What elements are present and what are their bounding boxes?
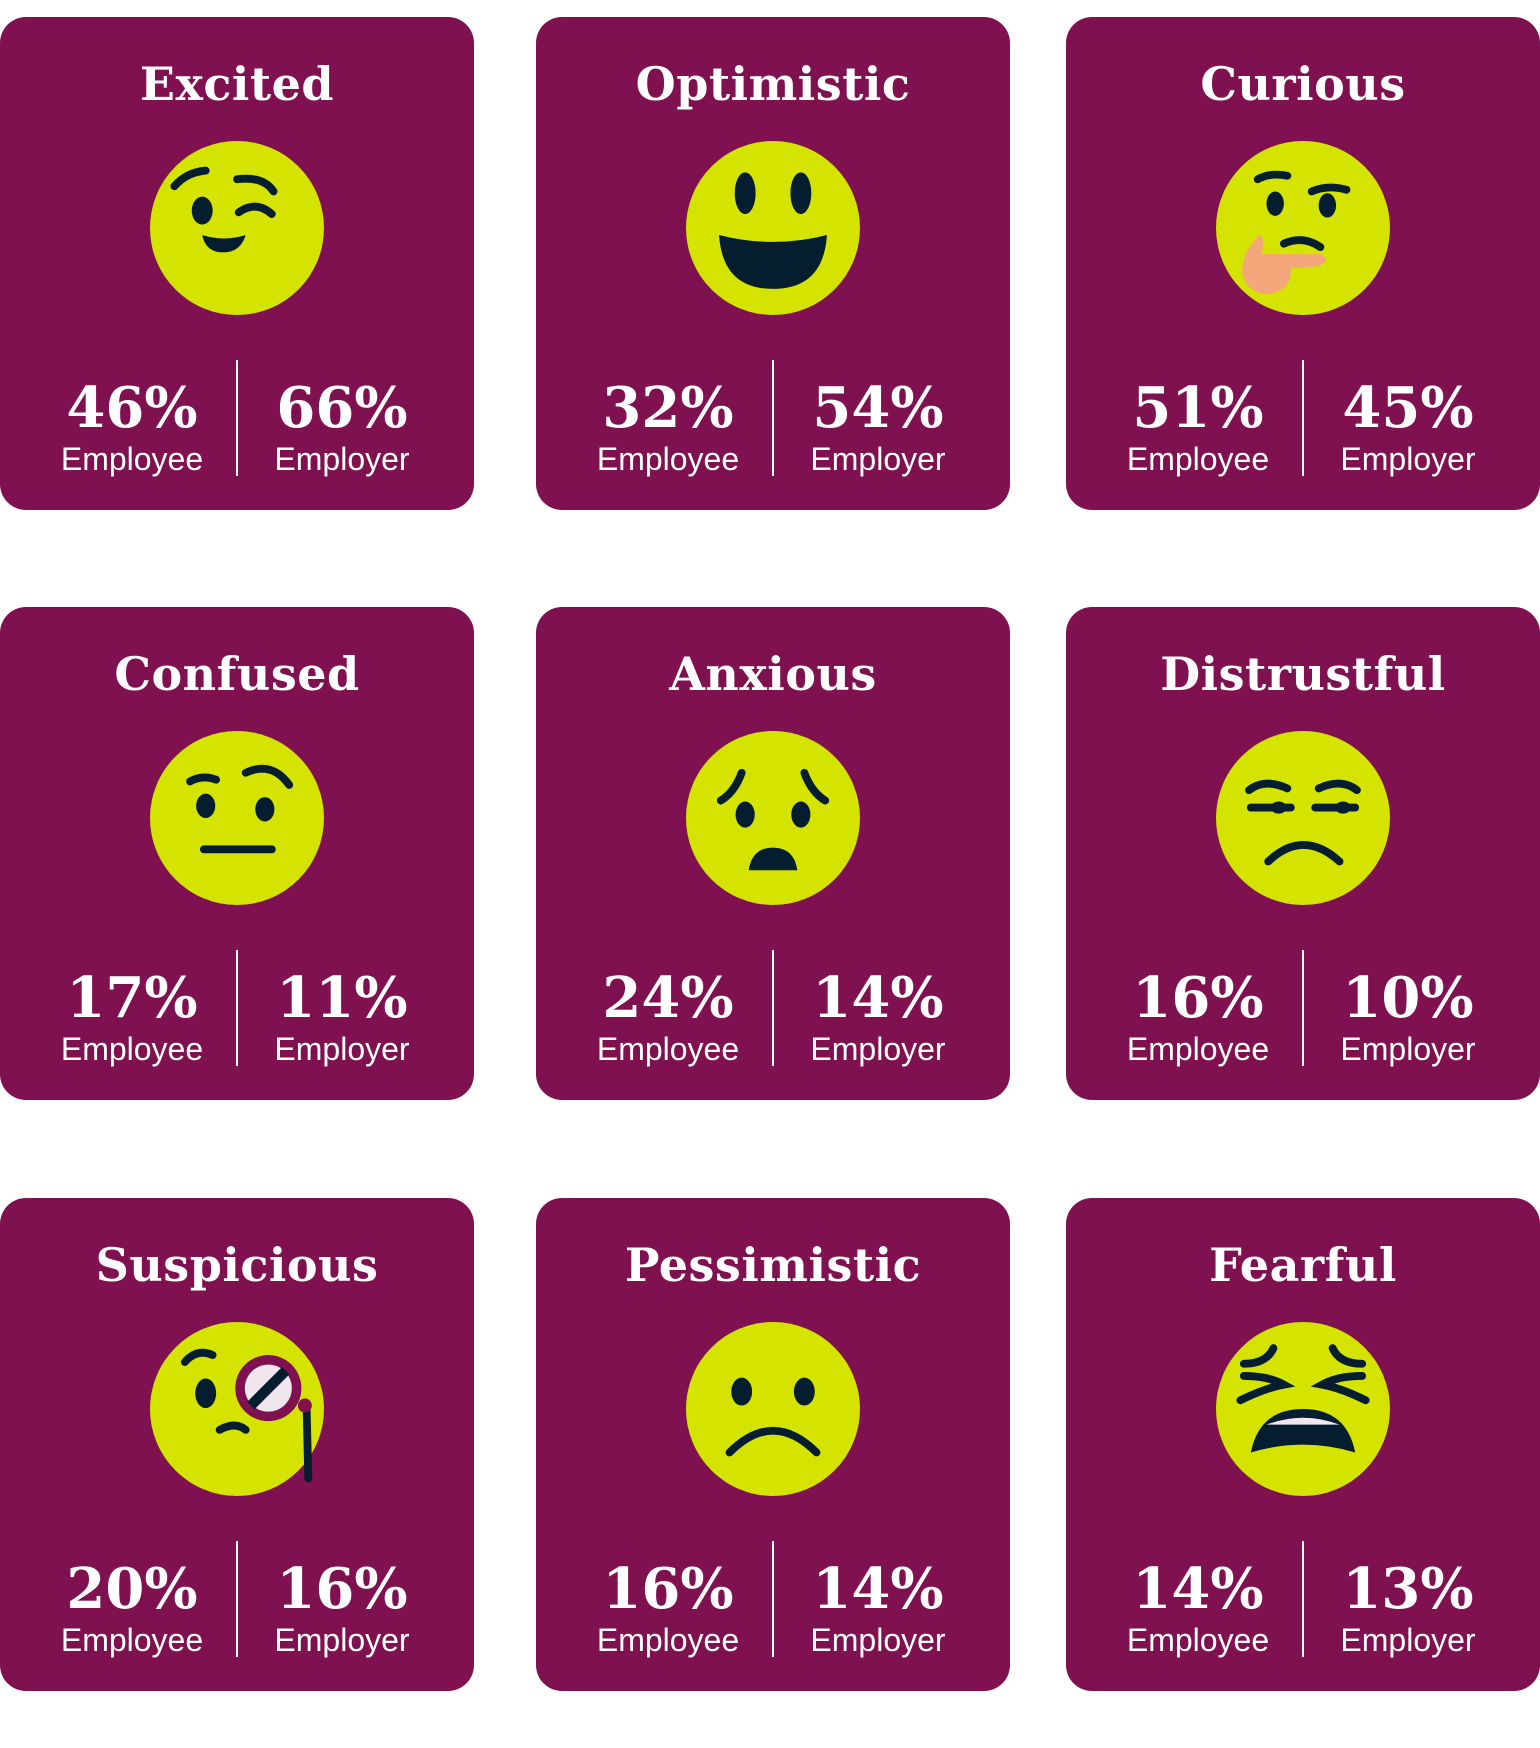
employer-percent: 16% (276, 1556, 408, 1622)
employer-percent: 11% (276, 965, 408, 1031)
stat-divider (772, 1541, 774, 1657)
emotion-card-excited: Excited 46% Employee 66% Employer (0, 17, 474, 510)
employee-stat: 51% Employee (1088, 377, 1308, 477)
employee-stat: 17% Employee (22, 967, 242, 1067)
employer-label: Employer (274, 441, 410, 477)
monocle-face-icon (150, 1322, 324, 1496)
employer-stat: 54% Employer (768, 377, 988, 477)
emotion-card-optimistic: Optimistic 32% Employee 54% Employer (536, 17, 1010, 510)
employer-stat: 14% Employer (768, 1558, 988, 1658)
employer-label: Employer (810, 1031, 946, 1067)
employer-percent: 66% (276, 375, 408, 441)
stat-divider (772, 360, 774, 476)
employer-label: Employer (810, 441, 946, 477)
employee-stat: 14% Employee (1088, 1558, 1308, 1658)
employer-stat: 14% Employer (768, 967, 988, 1067)
winking-face-icon (150, 141, 324, 315)
emotion-card-anxious: Anxious 24% Employee 14% Employer (536, 607, 1010, 1100)
emotion-card-pessimistic: Pessimistic 16% Employee 14% Employer (536, 1198, 1010, 1691)
employer-label: Employer (1340, 441, 1476, 477)
employee-stat: 24% Employee (558, 967, 778, 1067)
card-title: Curious (1200, 57, 1406, 111)
card-title: Suspicious (95, 1238, 379, 1292)
unamused-face-icon (1216, 731, 1390, 905)
employee-stat: 32% Employee (558, 377, 778, 477)
employee-percent: 51% (1132, 375, 1264, 441)
employer-stat: 16% Employer (232, 1558, 452, 1658)
employer-label: Employer (1340, 1031, 1476, 1067)
frowning-face-icon (686, 1322, 860, 1496)
employer-stat: 66% Employer (232, 377, 452, 477)
raised-eyebrow-face-icon (150, 731, 324, 905)
stat-divider (236, 1541, 238, 1657)
employer-percent: 54% (812, 375, 944, 441)
employee-label: Employee (60, 441, 204, 477)
emotion-card-curious: Curious 51% Employee 45% Employer (1066, 17, 1540, 510)
grinning-face-icon (686, 141, 860, 315)
employee-stat: 46% Employee (22, 377, 242, 477)
card-title: Pessimistic (624, 1238, 922, 1292)
stat-divider (1302, 360, 1304, 476)
employee-stat: 20% Employee (22, 1558, 242, 1658)
card-title: Fearful (1209, 1238, 1397, 1292)
employer-percent: 45% (1342, 375, 1474, 441)
employee-label: Employee (596, 1031, 740, 1067)
employee-label: Employee (1126, 1031, 1270, 1067)
card-title: Excited (139, 57, 335, 111)
card-title: Confused (114, 647, 360, 701)
employer-percent: 14% (812, 965, 944, 1031)
employer-stat: 10% Employer (1298, 967, 1518, 1067)
employee-percent: 20% (66, 1556, 198, 1622)
employer-stat: 45% Employer (1298, 377, 1518, 477)
employee-percent: 17% (66, 965, 198, 1031)
employer-stat: 11% Employer (232, 967, 452, 1067)
stat-divider (772, 950, 774, 1066)
employee-label: Employee (1126, 441, 1270, 477)
emotion-card-suspicious: Suspicious 20% Employee 16% Employer (0, 1198, 474, 1691)
emotion-card-fearful: Fearful 14% Employee 13% Employer (1066, 1198, 1540, 1691)
worried-face-icon (686, 731, 860, 905)
card-title: Distrustful (1160, 647, 1446, 701)
thinking-face-icon (1216, 141, 1390, 315)
employer-percent: 14% (812, 1556, 944, 1622)
employer-label: Employer (1340, 1622, 1476, 1658)
employee-percent: 14% (1132, 1556, 1264, 1622)
employer-label: Employer (274, 1031, 410, 1067)
employee-label: Employee (596, 441, 740, 477)
employer-label: Employer (274, 1622, 410, 1658)
employee-label: Employee (60, 1622, 204, 1658)
employee-label: Employee (1126, 1622, 1270, 1658)
employer-percent: 13% (1342, 1556, 1474, 1622)
employee-label: Employee (596, 1622, 740, 1658)
employee-label: Employee (60, 1031, 204, 1067)
card-title: Optimistic (635, 57, 911, 111)
employer-stat: 13% Employer (1298, 1558, 1518, 1658)
stat-divider (1302, 950, 1304, 1066)
employee-percent: 24% (602, 965, 734, 1031)
employee-stat: 16% Employee (1088, 967, 1308, 1067)
emotion-card-distrustful: Distrustful 16% Employee 10% Employer (1066, 607, 1540, 1100)
stat-divider (236, 360, 238, 476)
emotion-card-confused: Confused 17% Employee 11% Employer (0, 607, 474, 1100)
employer-label: Employer (810, 1622, 946, 1658)
stat-divider (1302, 1541, 1304, 1657)
employee-percent: 32% (602, 375, 734, 441)
employee-stat: 16% Employee (558, 1558, 778, 1658)
employee-percent: 16% (602, 1556, 734, 1622)
employee-percent: 16% (1132, 965, 1264, 1031)
stat-divider (236, 950, 238, 1066)
employer-percent: 10% (1342, 965, 1474, 1031)
tired-face-icon (1216, 1322, 1390, 1496)
card-title: Anxious (669, 647, 877, 701)
employee-percent: 46% (66, 375, 198, 441)
